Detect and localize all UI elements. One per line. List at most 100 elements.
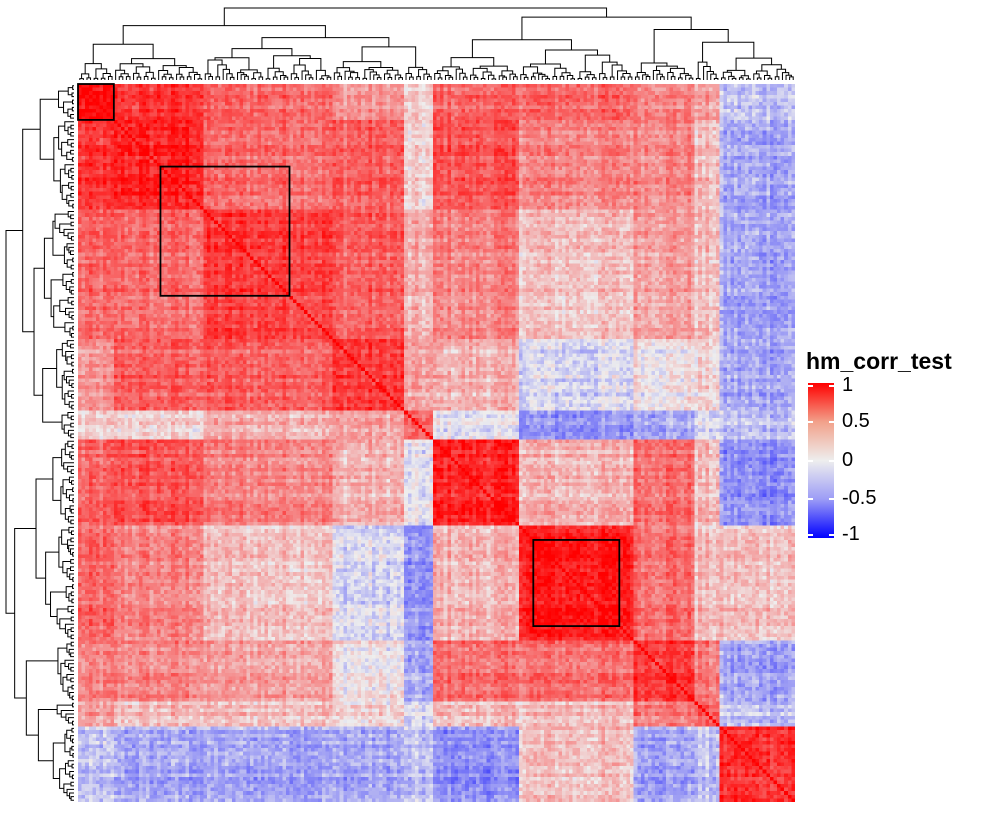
top-dendrogram-branch [223, 7, 608, 26]
left-dendrogram-branch [70, 641, 74, 647]
left-dendrogram-branch [71, 480, 74, 485]
top-dendrogram-branch [344, 70, 355, 80]
left-dendrogram-branch [64, 733, 71, 753]
top-dendrogram-branch [552, 75, 558, 80]
left-dendrogram-branch [53, 137, 61, 182]
highlight-box [532, 539, 621, 627]
top-dendrogram-branch [208, 76, 213, 80]
left-dendrogram-branch [70, 455, 74, 460]
top-dendrogram-branch [240, 74, 247, 80]
top-dendrogram-branch [118, 76, 124, 80]
left-dendrogram-branch [65, 280, 72, 291]
left-dendrogram-branch [70, 634, 74, 640]
left-dendrogram-branch [72, 325, 74, 331]
left-dendrogram-branch [50, 591, 67, 617]
top-dendrogram-branch [570, 78, 576, 80]
left-dendrogram-branch [33, 267, 45, 396]
left-dendrogram-branch [68, 663, 74, 670]
top-dendrogram-branch [501, 70, 514, 76]
top-dendrogram-branch [498, 75, 506, 80]
left-dendrogram-branch [5, 229, 23, 614]
left-dendrogram-branch [72, 257, 74, 263]
top-dendrogram-branch [163, 73, 172, 78]
left-dendrogram-branch [66, 259, 73, 268]
left-dendrogram-branch [14, 528, 37, 699]
top-dendrogram-branch [251, 78, 256, 80]
top-dendrogram-branch [416, 76, 421, 80]
left-dendrogram-branch [70, 149, 74, 155]
top-dendrogram-branch [789, 76, 794, 80]
top-dendrogram-branch [136, 76, 142, 80]
left-dendrogram-branch [71, 175, 74, 180]
top-dendrogram-branch [308, 77, 314, 80]
left-dendrogram-branch [70, 591, 74, 597]
top-dendrogram-branch [293, 64, 306, 74]
left-dendrogram-branch [70, 167, 74, 173]
top-dendrogram-branch [520, 74, 527, 80]
left-dendrogram-branch [70, 652, 74, 658]
top-dendrogram-branch [267, 67, 280, 79]
left-dendrogram-branch [61, 141, 68, 157]
top-dendrogram-branch [131, 58, 176, 66]
left-dendrogram-branch [71, 315, 74, 320]
top-dendrogram-branch [735, 57, 773, 71]
left-dendrogram-branch [72, 720, 74, 726]
left-dendrogram-branch [69, 505, 74, 512]
left-dendrogram-branch [70, 343, 74, 349]
top-dendrogram-branch [299, 58, 322, 71]
top-dendrogram-branch [244, 75, 249, 80]
legend-title: hm_corr_test [806, 348, 952, 374]
correlation-heatmap [78, 84, 795, 802]
left-dendrogram-branch [67, 297, 74, 304]
top-dendrogram-branch [642, 74, 649, 80]
left-dendrogram-branch [43, 237, 53, 299]
top-dendrogram-branch [444, 75, 452, 80]
top-dendrogram-branch [326, 76, 332, 80]
top-dendrogram-branch [158, 69, 169, 80]
top-dendrogram-branch [584, 54, 611, 72]
left-dendrogram-branch [59, 168, 65, 193]
top-dendrogram-branch [602, 77, 608, 80]
left-dendrogram-branch [69, 573, 74, 580]
left-dendrogram-branch [25, 660, 58, 736]
top-dendrogram-branch [434, 72, 441, 80]
left-dendrogram-branch [39, 98, 59, 160]
left-dendrogram-branch [72, 584, 74, 589]
left-dendrogram-branch [70, 185, 74, 191]
left-dendrogram-branch [71, 530, 74, 536]
top-dendrogram-branch [450, 57, 495, 67]
left-dendrogram-branch [70, 289, 74, 295]
top-dendrogram-branch [502, 76, 507, 80]
top-dendrogram-branch [222, 68, 230, 80]
top-dendrogram-branch [274, 71, 284, 78]
left-dendrogram-branch [71, 361, 74, 367]
top-dendrogram-branch [670, 76, 676, 80]
left-dendrogram-branch [71, 695, 74, 701]
left-dendrogram-branch [68, 544, 74, 553]
left-dendrogram-branch [69, 250, 74, 256]
left-dendrogram-branch [61, 529, 69, 545]
legend-tick-mark [829, 459, 834, 462]
top-dendrogram-branch [561, 72, 571, 77]
top-dendrogram-branch [591, 77, 597, 80]
left-dendrogram-branch [70, 124, 74, 130]
top-dendrogram-branch [253, 72, 262, 79]
top-dendrogram-branch [349, 72, 359, 78]
top-dendrogram-branch [645, 75, 651, 80]
top-dendrogram-branch [755, 70, 768, 76]
left-dendrogram-branch [70, 142, 74, 148]
top-dendrogram-branch [522, 66, 539, 75]
top-dendrogram-branch [207, 59, 223, 74]
top-dendrogram-branch [584, 76, 590, 80]
left-dendrogram-branch [70, 677, 74, 683]
left-dendrogram-branch [70, 333, 74, 338]
top-dendrogram-branch [294, 77, 299, 80]
top-dendrogram-branch [636, 71, 646, 78]
left-dendrogram-branch [71, 745, 74, 751]
left-dendrogram-branch [67, 760, 74, 767]
left-dendrogram-branch [70, 616, 74, 622]
top-dendrogram-branch [348, 76, 353, 80]
left-dendrogram-branch [66, 356, 72, 365]
top-dendrogram-branch [125, 76, 131, 80]
